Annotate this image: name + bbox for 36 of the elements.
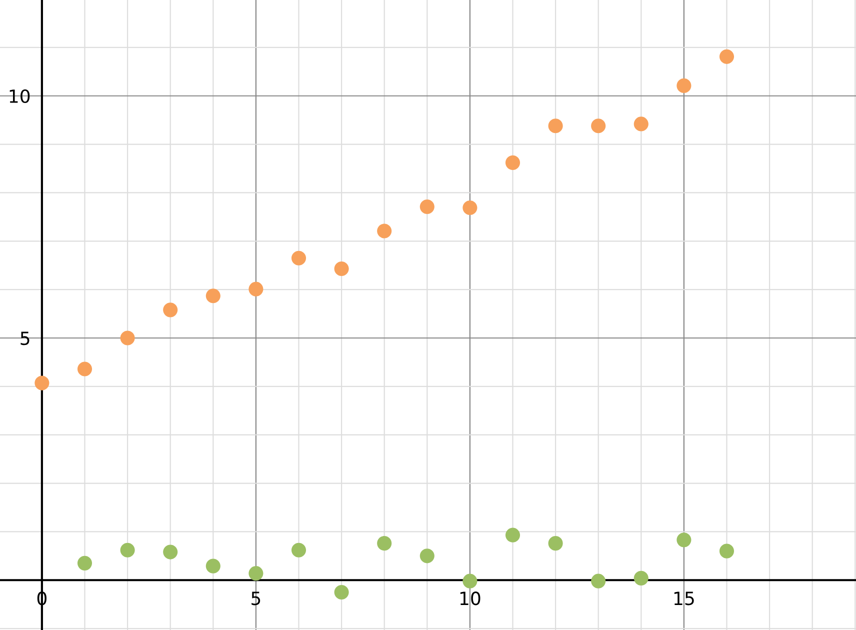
point [462, 200, 478, 216]
x-tick-label: 5 [252, 592, 260, 606]
x-tick-label: 15 [674, 592, 694, 606]
point [676, 532, 692, 548]
point [634, 116, 648, 132]
point [334, 261, 349, 276]
point [548, 536, 563, 551]
point [206, 288, 220, 304]
point [505, 155, 520, 170]
point [591, 574, 606, 588]
x-tick-label: 10 [460, 592, 480, 606]
point [377, 224, 392, 238]
point [291, 250, 306, 266]
point [719, 49, 734, 64]
point [719, 544, 734, 558]
point [634, 570, 648, 586]
point [334, 584, 349, 600]
point [248, 566, 264, 581]
point [77, 362, 92, 376]
point [505, 528, 520, 542]
point [591, 118, 606, 134]
point [420, 548, 434, 564]
point [291, 542, 306, 558]
point [420, 199, 434, 214]
point [676, 78, 692, 93]
point [120, 542, 135, 558]
point [248, 282, 264, 296]
point [462, 574, 478, 588]
point [120, 330, 135, 346]
point [34, 376, 50, 390]
point [77, 556, 92, 570]
point [163, 544, 178, 560]
point [548, 118, 563, 134]
point [377, 536, 392, 551]
point [206, 558, 220, 574]
point [163, 302, 178, 318]
